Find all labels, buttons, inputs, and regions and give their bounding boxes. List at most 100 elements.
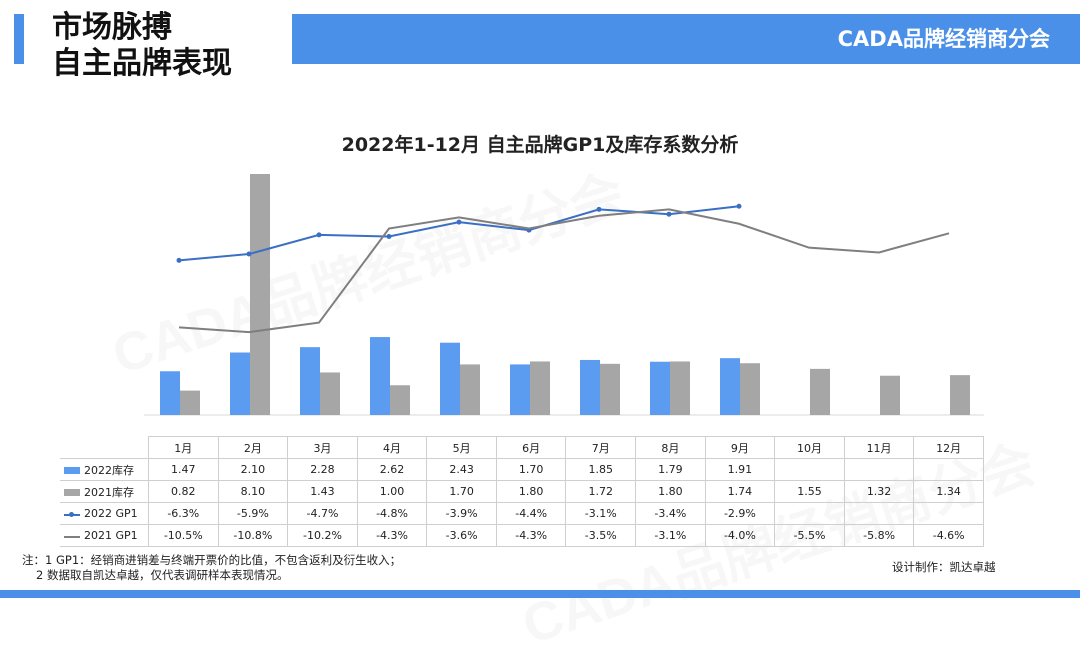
month-header-1: 1月 <box>148 436 219 459</box>
point-2022-gp1-1 <box>176 257 182 263</box>
table-cell <box>913 458 984 481</box>
table-cell: -10.8% <box>217 524 289 547</box>
month-header-11: 11月 <box>843 436 915 459</box>
table-cell: 1.79 <box>635 458 706 481</box>
table-cell: -4.6% <box>913 524 984 547</box>
bar-2022-1 <box>160 371 180 415</box>
bar-2021-6 <box>530 361 550 415</box>
table-row: 2022 GP1 -6.3% -5.9% -4.7% -4.8% -3.9% -4.4% -3… <box>60 502 984 525</box>
table-corner <box>60 436 149 459</box>
table-cell: 2.28 <box>287 458 358 481</box>
table-cell: -4.8% <box>356 502 428 525</box>
data-table: 1月 2月 3月 4月 5月 6月 7月 8月 9月 10月 11月 12月 2022库存 1.47 2.… <box>60 436 984 547</box>
bar-2022-2 <box>230 352 250 415</box>
designer-credit: 设计制作：凯达卓越 <box>892 560 996 574</box>
table-cell <box>913 502 984 525</box>
footnote-line1: 注：1 GP1：经销商进销差与终端开票价的比值，不包含返利及衍生收入； <box>22 553 402 567</box>
month-header-9: 9月 <box>704 436 776 459</box>
table-cell: 1.47 <box>148 458 219 481</box>
bar-2021-3 <box>320 372 340 415</box>
table-cell: -4.3% <box>495 524 567 547</box>
line-2021-gp1 <box>178 208 950 334</box>
table-cell: -4.4% <box>495 502 567 525</box>
table-cell: -3.4% <box>635 502 706 525</box>
table-cell: 1.34 <box>913 480 984 503</box>
table-cell: 1.43 <box>287 480 358 503</box>
table-cell: 1.85 <box>565 458 637 481</box>
table-cell: 1.91 <box>704 458 776 481</box>
month-header-4: 4月 <box>356 436 428 459</box>
legend-cell: 2022库存 <box>60 458 149 481</box>
table-row: 2021 GP1 -10.5% -10.8% -10.2% -4.3% -3.6% -4.3… <box>60 524 984 547</box>
table-cell: 2.10 <box>217 458 289 481</box>
table-row: 2021库存 0.82 8.10 1.43 1.00 1.70 1.80 1.72 1.80 1.… <box>60 480 984 503</box>
legend-key-icon <box>64 533 80 540</box>
table-cell: 1.70 <box>495 458 567 481</box>
table-cell: 1.00 <box>356 480 428 503</box>
bottom-bar <box>0 590 1080 598</box>
month-header-8: 8月 <box>635 436 706 459</box>
table-cell: -5.8% <box>843 524 915 547</box>
bar-2021-10 <box>810 368 830 415</box>
legend-key-icon <box>64 511 80 518</box>
legend-label: 2021库存 <box>84 485 134 499</box>
table-cell: 1.72 <box>565 480 637 503</box>
bar-2021-8 <box>670 361 690 415</box>
legend-label: 2021 GP1 <box>84 529 138 542</box>
brand-name: CADA品牌经销商分会 <box>837 27 1050 51</box>
header-band: CADA品牌经销商分会 <box>292 14 1080 64</box>
legend-key-icon <box>64 467 80 474</box>
table-cell: -3.6% <box>426 524 497 547</box>
bar-2021-4 <box>390 385 410 415</box>
bar-2021-1 <box>180 390 200 415</box>
bar-2022-5 <box>440 342 460 415</box>
page-title-line1: 市场脉搏 <box>52 10 172 45</box>
table-cell: 0.82 <box>148 480 219 503</box>
table-cell: -5.9% <box>217 502 289 525</box>
table-cell: 1.74 <box>704 480 776 503</box>
month-header-5: 5月 <box>426 436 497 459</box>
table-cell: -6.3% <box>148 502 219 525</box>
table-cell <box>774 502 845 525</box>
legend-key-icon <box>64 489 80 496</box>
table-cell: 8.10 <box>217 480 289 503</box>
point-2022-gp1-4 <box>386 234 392 239</box>
bar-2021-9 <box>740 363 760 415</box>
table-cell: 1.55 <box>774 480 845 503</box>
table-cell: -3.1% <box>635 524 706 547</box>
bar-2022-6 <box>510 364 530 415</box>
footnote-line2: 2 数据取自凯达卓越，仅代表调研样本表现情况。 <box>36 568 289 582</box>
month-header-10: 10月 <box>774 436 845 459</box>
legend-label: 2022库存 <box>84 463 134 477</box>
page-title: 市场脉搏 自主品牌表现 <box>52 10 232 82</box>
table-cell: -10.5% <box>148 524 219 547</box>
table-cell: -10.2% <box>287 524 358 547</box>
month-header-12: 12月 <box>913 436 984 459</box>
table-cell: 1.32 <box>843 480 915 503</box>
table-row: 2022库存 1.47 2.10 2.28 2.62 2.43 1.70 1.85 1.79 1.… <box>60 458 984 481</box>
bar-2022-9 <box>720 358 740 415</box>
page-title-line2: 自主品牌表现 <box>52 46 232 81</box>
bar-2022-3 <box>300 347 320 415</box>
table-cell: -3.5% <box>565 524 637 547</box>
table-cell: 1.80 <box>635 480 706 503</box>
table-cell: -4.0% <box>704 524 776 547</box>
accent-bar <box>14 14 24 64</box>
point-2022-gp1-8 <box>666 211 672 217</box>
table-cell: -4.3% <box>356 524 428 547</box>
table-cell: -2.9% <box>704 502 776 525</box>
bar-2022-8 <box>650 361 670 415</box>
month-header-6: 6月 <box>495 436 567 459</box>
table-cell: 1.80 <box>495 480 567 503</box>
legend-cell: 2021 GP1 <box>60 524 149 547</box>
bar-2022-7 <box>580 359 600 415</box>
bar-2022-4 <box>370 337 390 415</box>
bar-2021-2 <box>250 174 270 415</box>
point-2022-gp1-9 <box>736 203 742 209</box>
table-cell: 2.62 <box>356 458 428 481</box>
table-cell <box>774 458 845 481</box>
table-cell: -3.1% <box>565 502 637 525</box>
chart-plot <box>144 174 984 416</box>
point-2022-gp1-5 <box>456 219 462 225</box>
table-header-row: 1月 2月 3月 4月 5月 6月 7月 8月 9月 10月 11月 12月 <box>60 436 984 459</box>
